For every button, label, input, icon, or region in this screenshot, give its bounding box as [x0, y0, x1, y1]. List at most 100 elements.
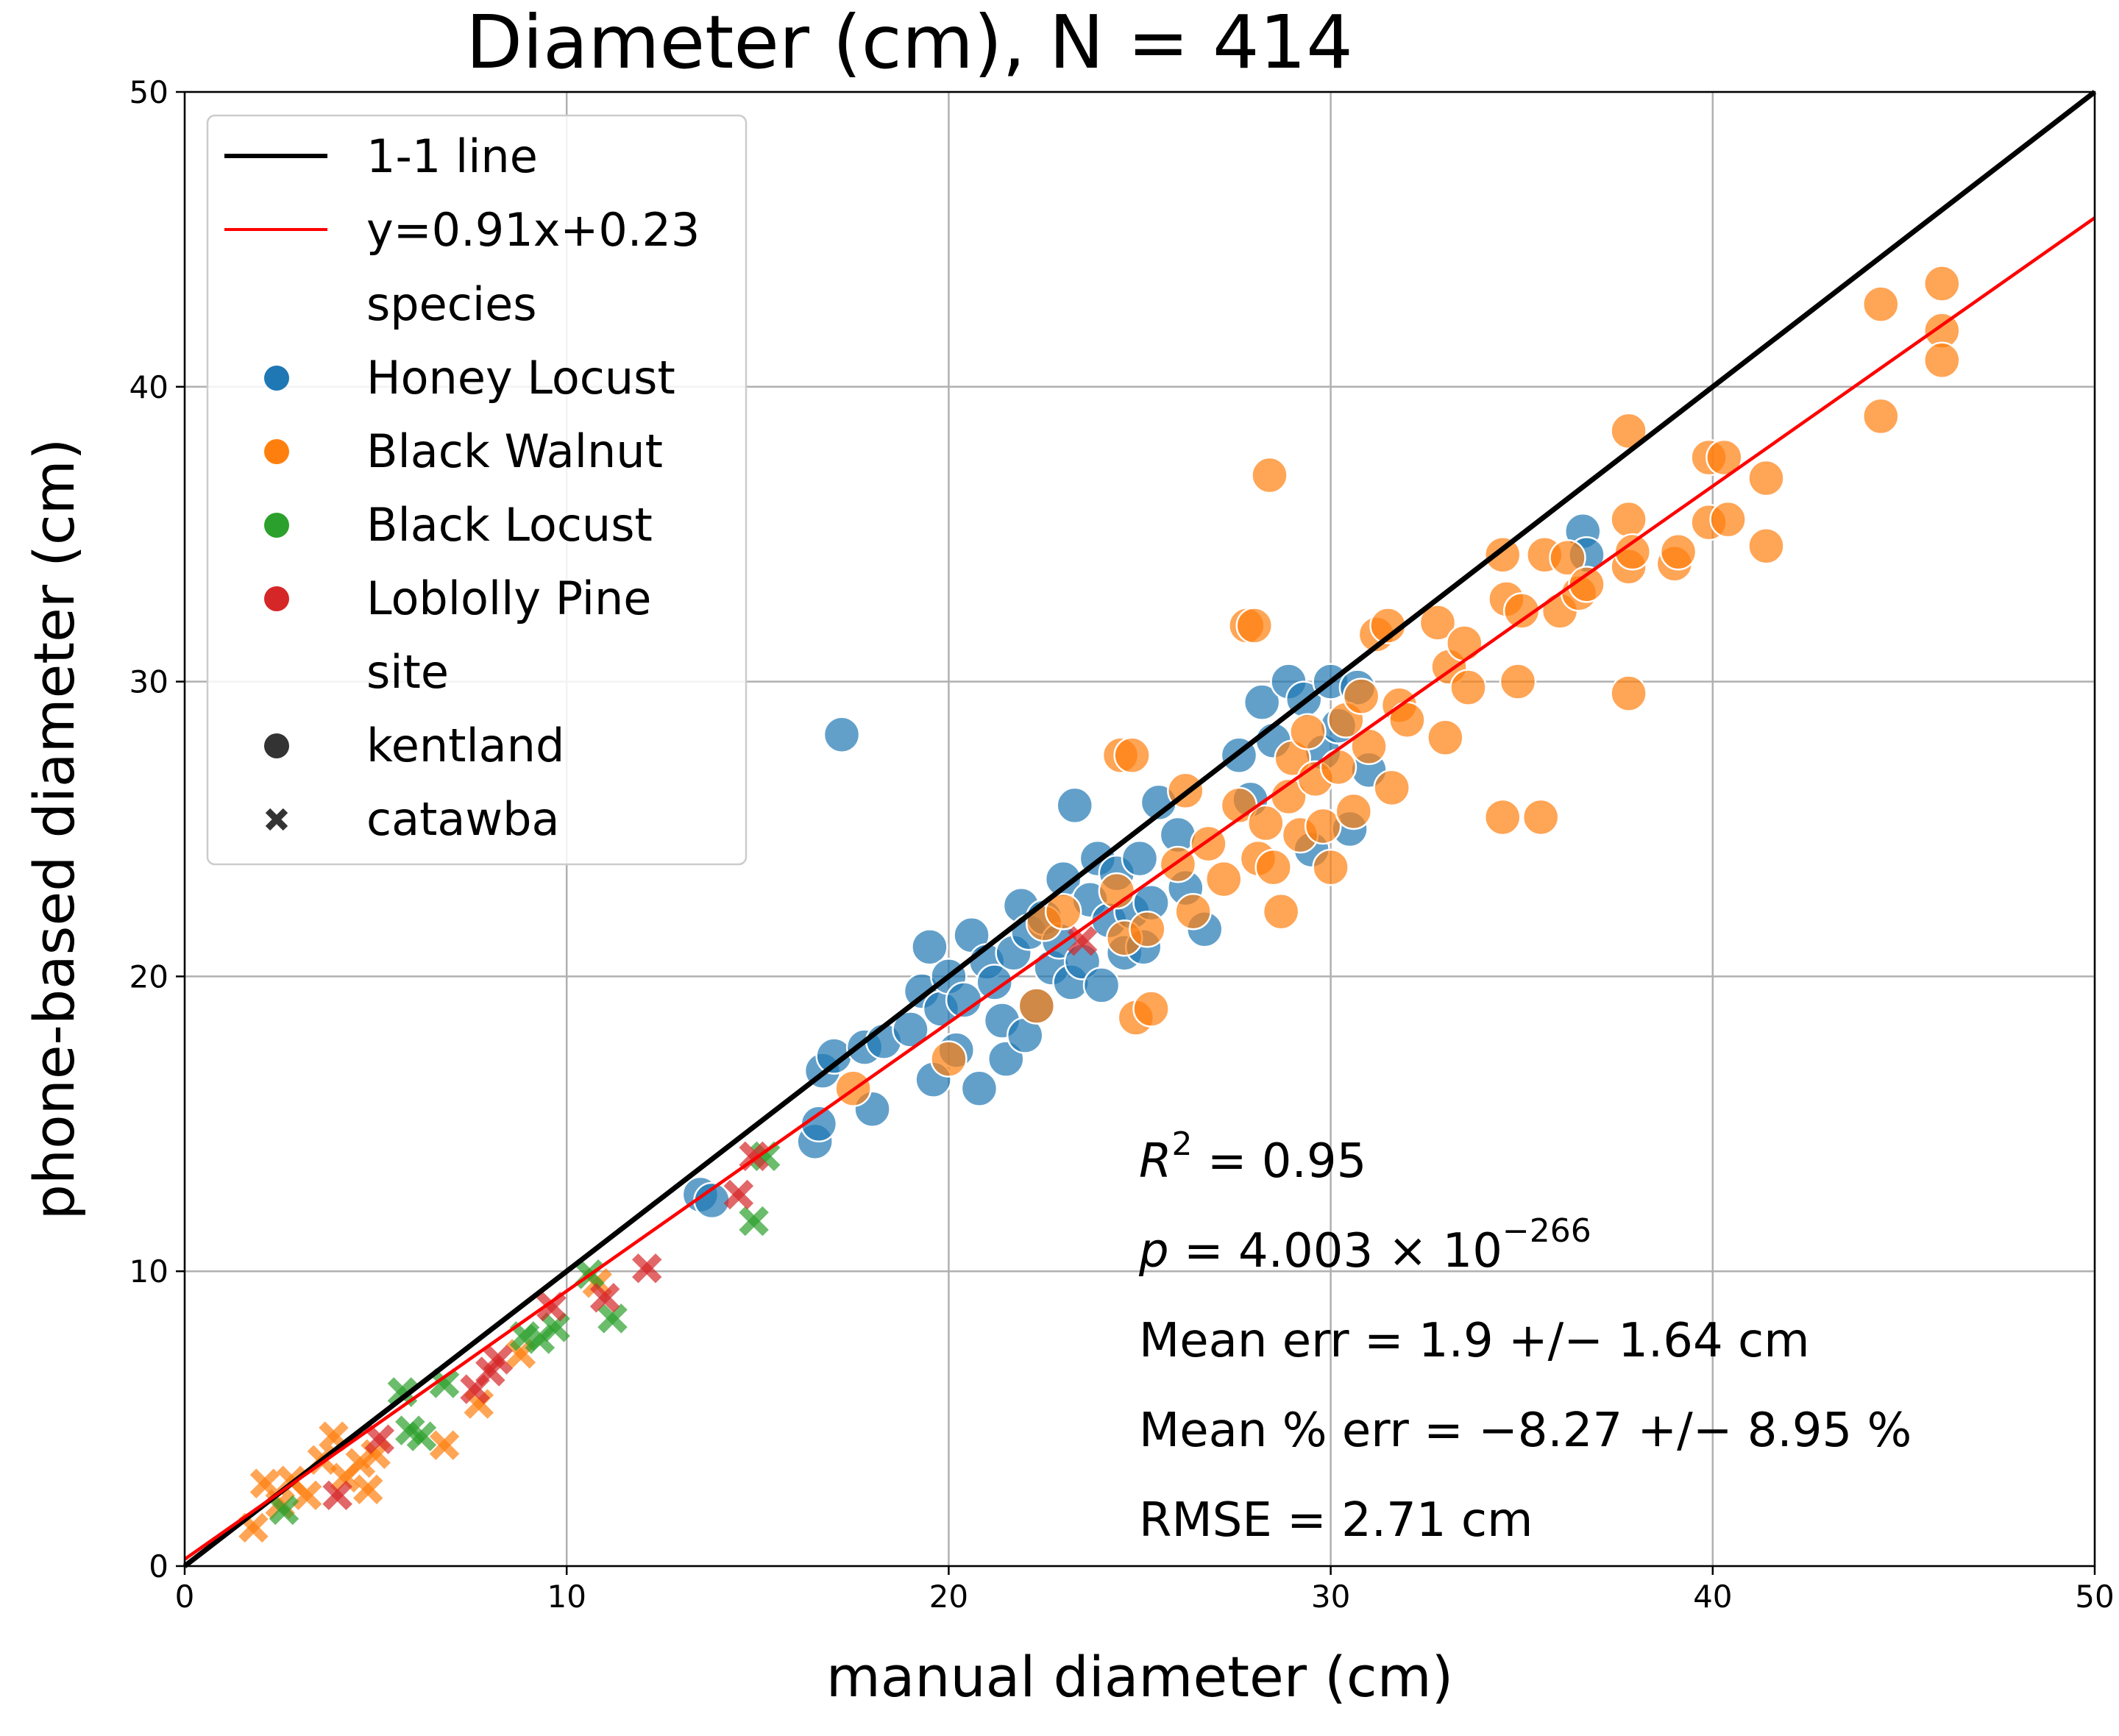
legend: 1-1 line y=0.91x+0.23 species Honey Locu… — [206, 114, 748, 866]
point-black-walnut-kentland-71 — [1861, 285, 1900, 323]
legend-label-honey-locust: Honey Locust — [366, 351, 675, 405]
point-loblolly-pine-catawba-1 — [364, 1424, 395, 1454]
point-black-walnut-kentland-64 — [1659, 533, 1697, 571]
point-black-walnut-kentland-75 — [1923, 341, 1961, 379]
legend-marker-kentland — [264, 733, 289, 758]
regression-line — [183, 216, 2096, 1561]
point-black-walnut-kentland-35 — [1342, 677, 1380, 715]
point-black-walnut-kentland-16 — [1204, 860, 1243, 898]
point-black-walnut-kentland-39 — [1373, 769, 1410, 807]
point-black-walnut-kentland-62 — [1614, 533, 1652, 571]
point-black-walnut-kentland-42 — [1419, 604, 1457, 641]
point-black-walnut-kentland-34 — [1335, 792, 1373, 830]
legend-label-black-walnut: Black Walnut — [366, 424, 663, 478]
point-black-locust-catawba-9 — [597, 1303, 628, 1334]
point-black-walnut-kentland-50 — [1499, 663, 1537, 700]
chart-title: Diameter (cm), N = 414 — [466, 0, 1353, 85]
point-black-walnut-kentland-10 — [1132, 990, 1170, 1028]
one-to-one-line — [182, 90, 2097, 1568]
point-black-locust-catawba-10 — [739, 1206, 769, 1237]
point-black-walnut-kentland-49 — [1483, 798, 1522, 836]
legend-marker-loblolly-pine — [264, 586, 289, 611]
legend-marker-honey-locust — [264, 366, 289, 391]
x-tick-label-40: 40 — [1693, 1579, 1732, 1615]
y-tick-label-20: 20 — [129, 958, 168, 995]
point-black-walnut-kentland-61 — [1610, 675, 1647, 712]
x-axis-label: manual diameter (cm) — [826, 1644, 1454, 1710]
point-loblolly-pine-catawba-5 — [536, 1292, 567, 1322]
point-black-locust-catawba-0 — [269, 1495, 299, 1526]
point-black-walnut-kentland-55 — [1549, 539, 1586, 577]
annotation-mean-percent-error: Mean % err = −8.27 +/− 8.95 % — [1139, 1404, 1912, 1458]
point-loblolly-pine-catawba-7 — [631, 1253, 662, 1284]
legend-label-kentland: kentland — [366, 719, 564, 772]
point-black-walnut-kentland-28 — [1289, 713, 1327, 750]
point-black-walnut-kentland-70 — [1747, 527, 1785, 565]
point-black-walnut-catawba-4 — [291, 1480, 322, 1511]
point-black-walnut-kentland-57 — [1568, 566, 1605, 603]
point-black-walnut-kentland-67 — [1706, 438, 1743, 477]
point-black-walnut-kentland-22 — [1254, 848, 1292, 886]
point-black-walnut-kentland-36 — [1350, 728, 1388, 766]
y-tick-label-50: 50 — [129, 74, 168, 110]
y-tick-label-10: 10 — [129, 1253, 168, 1289]
point-black-walnut-kentland-1 — [930, 1040, 968, 1078]
plot-frame — [183, 90, 2096, 1568]
point-loblolly-pine-catawba-8 — [723, 1179, 754, 1210]
point-black-walnut-kentland-59 — [1610, 500, 1647, 538]
point-honey-locust-kentland-50 — [1243, 683, 1281, 721]
point-black-walnut-kentland-43 — [1427, 719, 1464, 757]
point-black-walnut-kentland-51 — [1502, 592, 1541, 630]
legend-marker-black-walnut — [264, 439, 289, 464]
point-black-walnut-kentland-72 — [1861, 397, 1900, 435]
legend-marker-catawba — [265, 808, 288, 831]
x-tick-label-0: 0 — [175, 1579, 195, 1615]
legend-label-black-locust: Black Locust — [366, 498, 653, 552]
point-honey-locust-kentland-2 — [800, 1105, 838, 1143]
point-black-walnut-kentland-69 — [1747, 459, 1785, 497]
point-black-walnut-kentland-73 — [1923, 265, 1961, 302]
legend-label-regression: y=0.91x+0.23 — [366, 203, 700, 257]
legend-marker-black-locust — [264, 513, 289, 538]
point-black-walnut-kentland-45 — [1446, 625, 1483, 662]
point-black-walnut-kentland-4 — [1044, 892, 1082, 931]
x-tick-label-50: 50 — [2075, 1579, 2114, 1615]
point-honey-locust-kentland-32 — [1056, 786, 1093, 825]
point-black-walnut-catawba-9 — [352, 1474, 383, 1505]
legend-label-catawba: catawba — [366, 792, 559, 846]
point-black-walnut-kentland-53 — [1522, 798, 1560, 836]
x-tick-label-20: 20 — [929, 1579, 968, 1615]
point-black-walnut-kentland-14 — [1174, 892, 1212, 931]
point-black-walnut-kentland-32 — [1319, 748, 1357, 786]
point-black-walnut-kentland-47 — [1483, 536, 1522, 574]
axis-ticks: 0 10 20 30 40 50 0 10 20 30 40 50 — [129, 74, 2115, 1615]
point-black-walnut-kentland-24 — [1262, 892, 1300, 931]
point-black-walnut-kentland-68 — [1709, 500, 1747, 538]
annotation-rmse: RMSE = 2.71 cm — [1139, 1493, 1533, 1548]
point-black-walnut-catawba-8 — [345, 1448, 376, 1478]
point-loblolly-pine-catawba-4 — [483, 1345, 513, 1375]
y-axis-label: phone-based diameter (cm) — [21, 438, 87, 1220]
y-tick-label-40: 40 — [129, 369, 168, 405]
point-black-walnut-kentland-23 — [1251, 456, 1288, 494]
annotation-mean-error: Mean err = 1.9 +/− 1.64 cm — [1139, 1314, 1810, 1368]
point-honey-locust-kentland-0 — [823, 716, 861, 753]
point-black-locust-catawba-7 — [540, 1312, 570, 1342]
y-tick-label-0: 0 — [149, 1548, 168, 1584]
point-honey-locust-kentland-8 — [892, 1011, 929, 1048]
annotation-p-value: p = 4.003 × 10−266 — [1138, 1212, 1591, 1278]
legend-header-species: species — [366, 277, 537, 331]
point-black-walnut-kentland-2 — [1018, 987, 1056, 1025]
point-loblolly-pine-catawba-0 — [322, 1480, 352, 1511]
annotation-r-squared: R2 = 0.95 — [1139, 1125, 1366, 1189]
point-honey-locust-kentland-19 — [976, 964, 1013, 1001]
point-honey-locust-kentland-17 — [960, 1070, 998, 1107]
point-honey-locust-kentland-10 — [911, 928, 948, 966]
point-loblolly-pine-catawba-6 — [589, 1283, 620, 1313]
x-tick-label-30: 30 — [1311, 1579, 1350, 1615]
y-tick-label-30: 30 — [129, 664, 168, 700]
stats-annotations: R2 = 0.95 p = 4.003 × 10−266 Mean err = … — [1138, 1125, 1912, 1548]
point-black-walnut-kentland-21 — [1247, 804, 1285, 842]
fit-lines — [182, 90, 2097, 1568]
